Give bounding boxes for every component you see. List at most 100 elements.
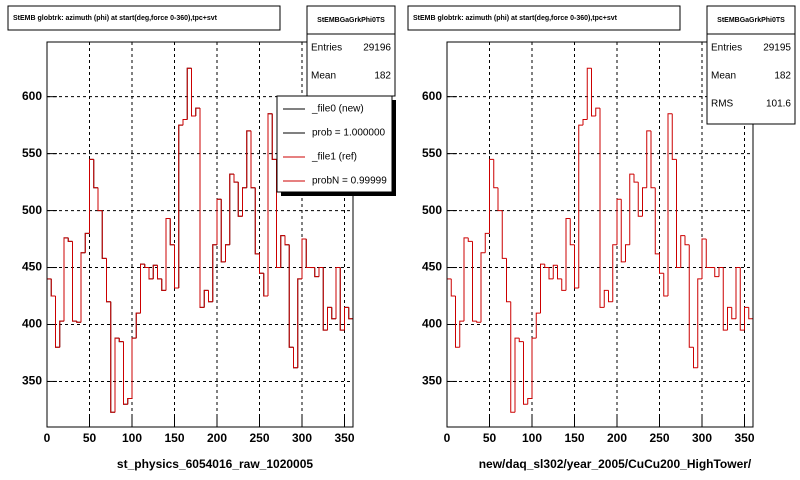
plot-frame	[46, 41, 354, 428]
histogram-bin	[314, 267, 319, 278]
histogram-bin	[514, 337, 520, 413]
stats-label: RMS	[711, 99, 734, 110]
histogram-bin	[620, 199, 626, 263]
histogram-bin	[463, 237, 469, 322]
histogram-bin	[135, 312, 141, 339]
histogram-bin	[472, 241, 477, 322]
histogram-bin	[161, 278, 166, 291]
chart-title: StEMB globtrk: azimuth (phi) at start(de…	[413, 15, 618, 22]
y-tick-label: 600	[422, 89, 442, 103]
stats-box	[706, 5, 796, 125]
x-tick-label: 0	[44, 431, 51, 445]
histogram-bin	[318, 267, 324, 277]
histogram-bin	[280, 235, 285, 268]
x-tick-label: 300	[692, 431, 712, 445]
histogram-bin	[178, 124, 183, 289]
histogram-bin	[191, 68, 196, 117]
stats-value: 182	[774, 71, 791, 82]
histogram-bin	[484, 232, 490, 253]
histogram-bin	[667, 113, 673, 297]
x-tick-label: 0	[444, 431, 451, 445]
histogram-bin	[208, 290, 213, 303]
stats-label: Entries	[711, 43, 742, 54]
histogram-bin	[76, 321, 81, 323]
histogram-bin	[80, 252, 86, 323]
histogram-bin	[531, 337, 537, 399]
y-tick-label: 500	[422, 203, 442, 217]
histogram-bin	[242, 187, 247, 217]
histogram-bin	[106, 258, 111, 303]
histogram-bin	[288, 244, 294, 348]
histogram-bin	[259, 253, 264, 274]
histogram-bin	[123, 341, 128, 405]
x-tick-label: 350	[734, 431, 754, 445]
histogram-bin	[127, 398, 132, 405]
stats-value: 182	[374, 71, 391, 82]
y-tick-label: 550	[422, 146, 442, 160]
histogram-bin	[480, 252, 486, 323]
x-tick-label: 250	[649, 431, 669, 445]
stats-label: Mean	[311, 71, 336, 82]
histogram-bin	[701, 238, 707, 279]
histogram-bin	[237, 182, 243, 217]
histogram-bin	[616, 198, 622, 245]
histogram-bin	[493, 159, 498, 189]
histogram-bin	[676, 159, 681, 269]
y-tick-label: 350	[422, 374, 442, 388]
histogram-bin	[591, 68, 596, 117]
histogram-bin	[654, 187, 660, 255]
histogram-bin	[348, 307, 353, 320]
histogram-bin	[267, 113, 273, 297]
histogram-bin	[322, 267, 328, 331]
histogram-bin	[301, 238, 307, 279]
x-axis-title: new/daq_sl302/year_2005/CuCu200_HighTowe…	[479, 457, 752, 471]
histogram-bin	[450, 278, 456, 297]
histogram-bin	[263, 273, 268, 297]
histogram-bin	[174, 244, 179, 289]
x-tick-label: 150	[164, 431, 184, 445]
histogram-bin	[297, 278, 302, 368]
histogram-bin	[254, 187, 260, 255]
histogram-bin	[612, 244, 617, 302]
stats-value: 29196	[363, 43, 391, 54]
legend-label: probN = 0.99999	[312, 176, 387, 187]
histogram-bin	[131, 337, 137, 399]
histogram-bin	[586, 67, 592, 120]
histogram-bin	[540, 263, 545, 314]
histogram-bin	[293, 347, 298, 369]
x-tick-label: 50	[483, 431, 497, 445]
histogram-bin	[233, 174, 239, 183]
x-tick-label: 50	[83, 431, 97, 445]
histogram-bin	[455, 296, 460, 348]
histogram-bin	[714, 267, 719, 278]
x-axis-title: st_physics_6054016_raw_1020005	[117, 457, 313, 471]
stats-title: StEMBGaGrkPhi0TS	[717, 17, 785, 24]
histogram-bin	[476, 321, 481, 323]
title-box	[7, 5, 281, 31]
histogram-bin	[101, 210, 107, 259]
histogram-bin	[165, 218, 171, 291]
x-tick-label: 100	[522, 431, 542, 445]
histogram-bin	[59, 320, 64, 348]
y-tick-label: 400	[422, 317, 442, 331]
y-tick-label: 600	[22, 89, 42, 103]
y-tick-label: 500	[22, 203, 42, 217]
histogram-bin	[195, 107, 200, 117]
histogram-bin	[216, 198, 222, 245]
histogram-bin	[169, 218, 175, 246]
histogram-bin	[748, 307, 753, 320]
histogram-bin	[578, 124, 583, 289]
x-tick-label: 100	[122, 431, 142, 445]
histogram-bin	[693, 347, 698, 369]
histogram-bin	[518, 338, 524, 343]
histogram-bin	[110, 301, 115, 413]
histogram-bin	[339, 267, 345, 331]
histogram-bin	[118, 338, 124, 343]
x-tick-label: 350	[334, 431, 354, 445]
histogram-bin	[225, 244, 230, 262]
histogram-bin	[140, 263, 145, 314]
histogram-bin	[344, 306, 349, 331]
histogram-bin	[305, 239, 311, 269]
histogram-bin	[50, 278, 56, 297]
